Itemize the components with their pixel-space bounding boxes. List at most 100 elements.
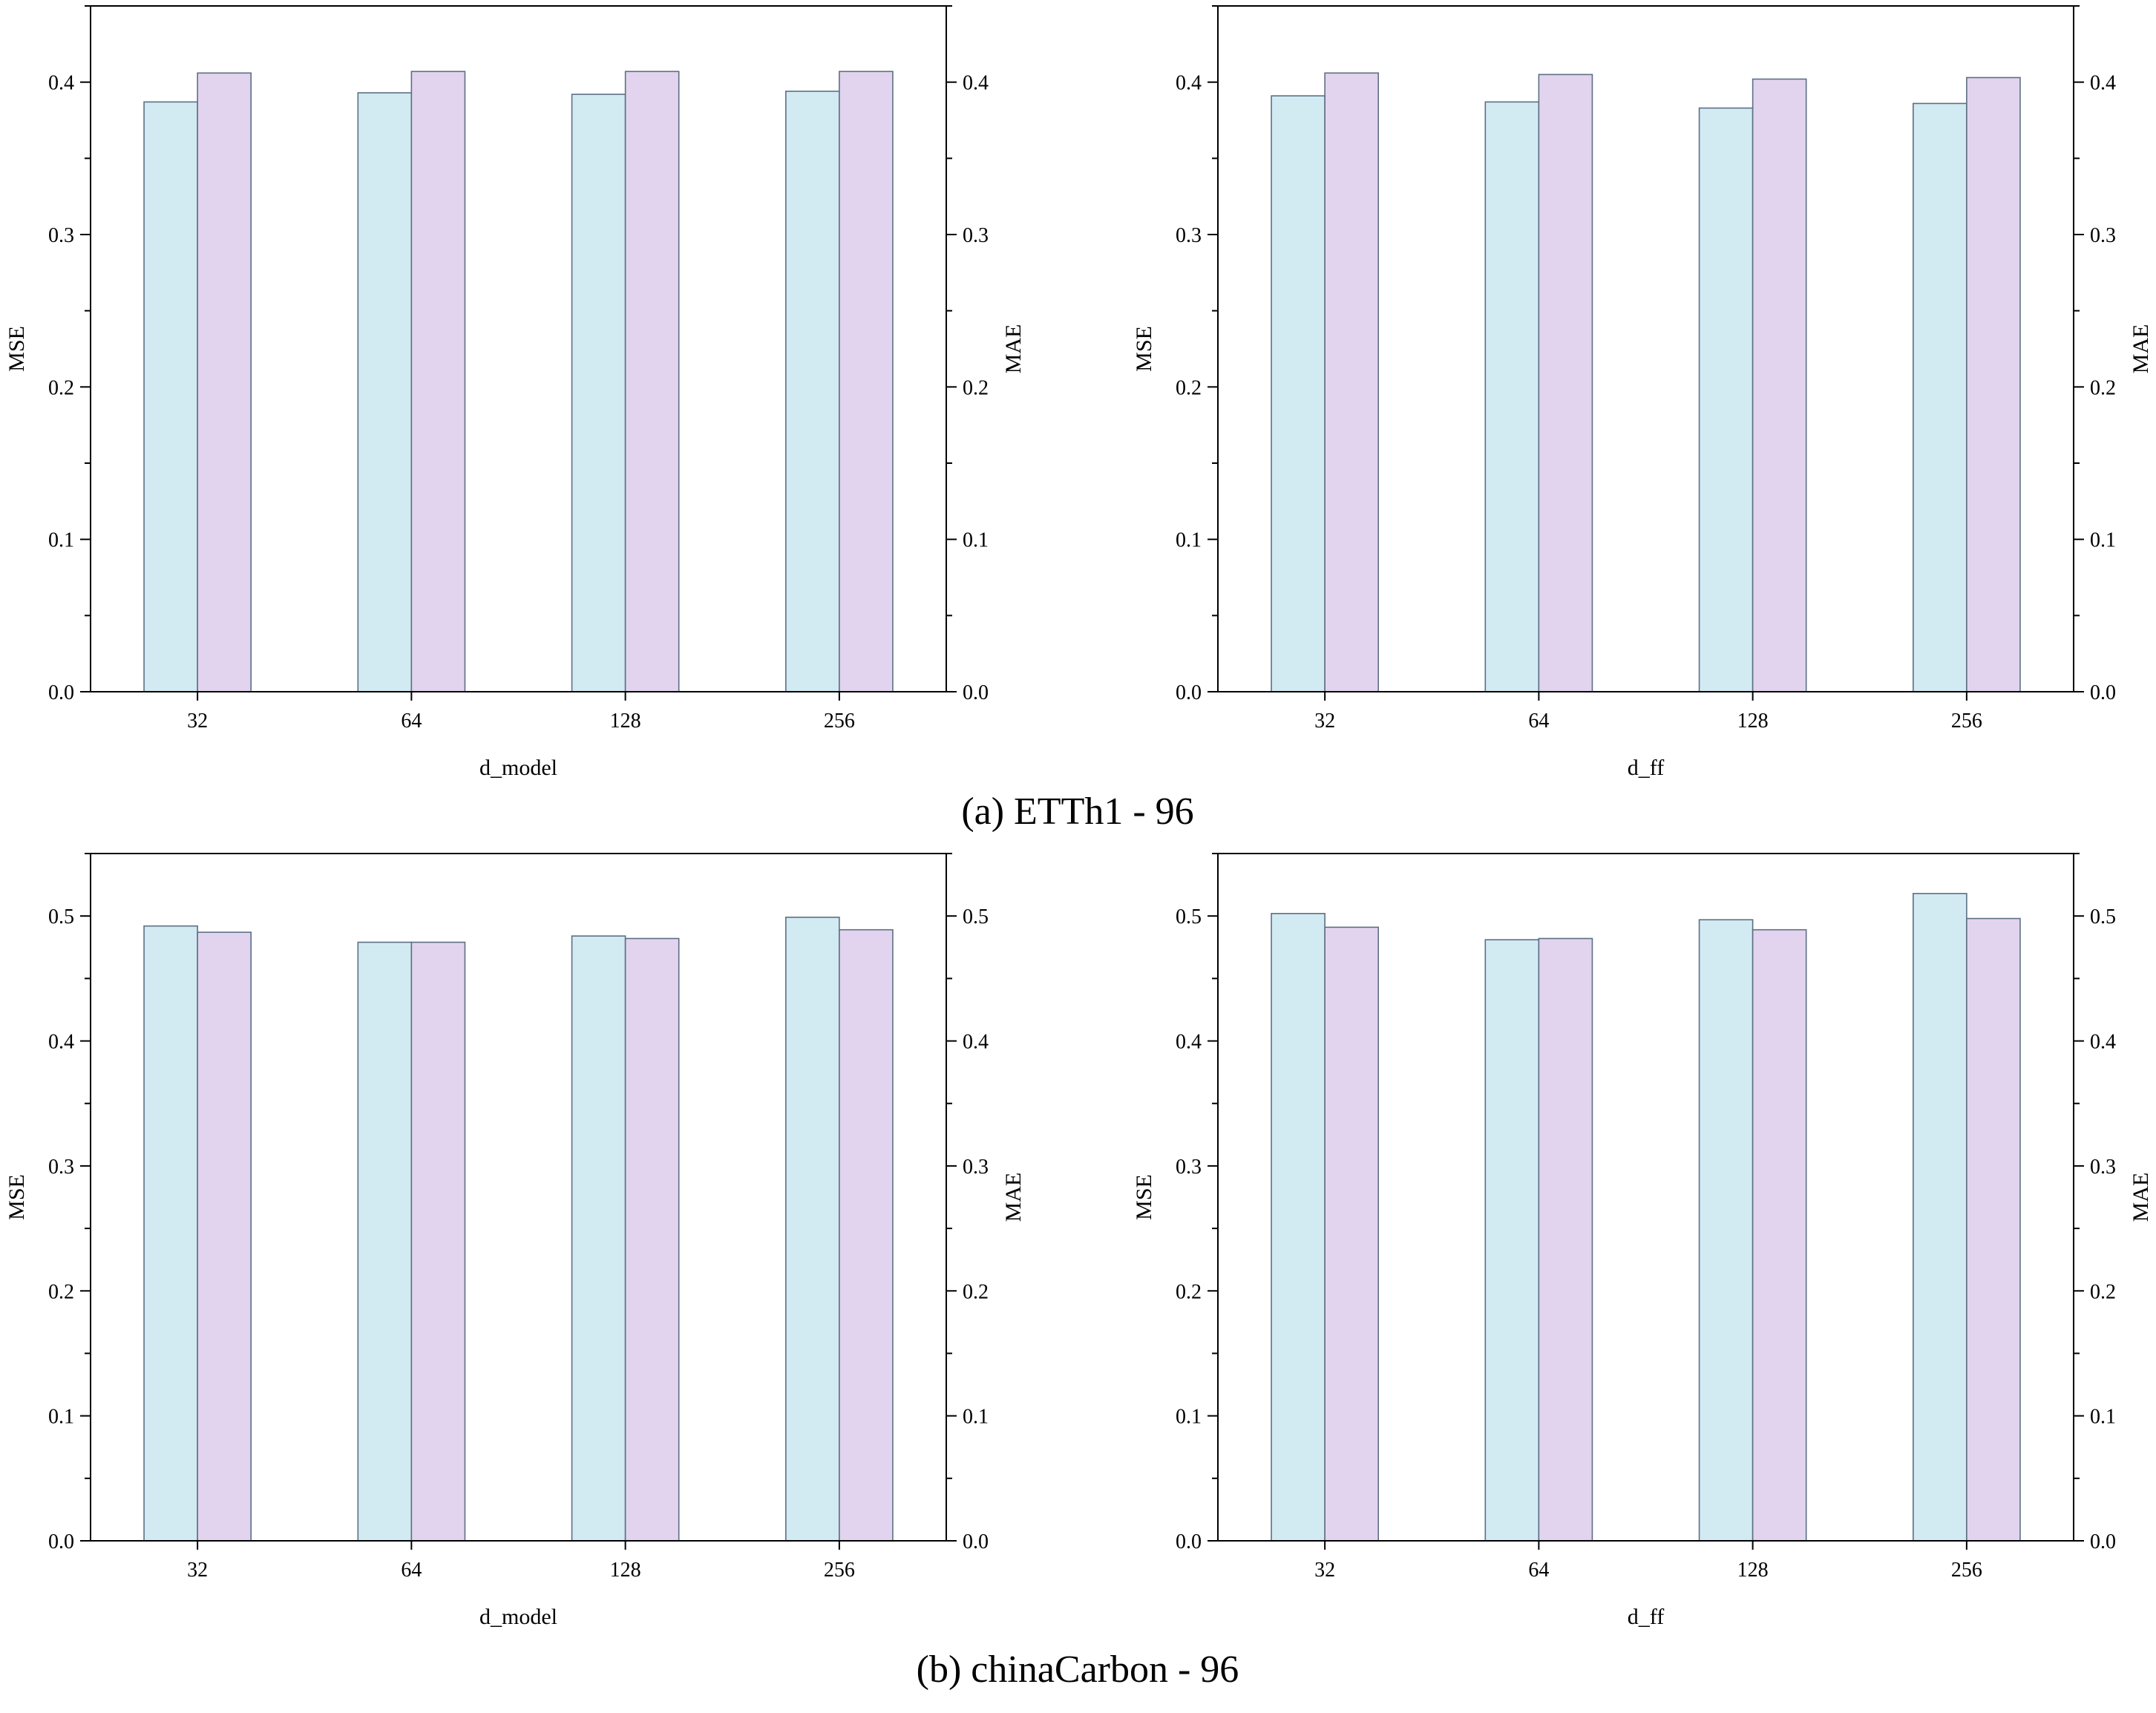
y-tick-label-left-0.3: 0.3 xyxy=(48,1156,74,1179)
y-axis-label-left: MSE xyxy=(1132,326,1156,372)
x-tick-label-64: 64 xyxy=(1528,710,1549,733)
y-tick-label-right-0.2: 0.2 xyxy=(2090,376,2116,399)
x-tick-label-256: 256 xyxy=(1951,1559,1982,1582)
bar-mse-256 xyxy=(1913,893,1967,1542)
y-tick-label-left-0.1: 0.1 xyxy=(48,529,74,552)
y-tick-label-right-0.3: 0.3 xyxy=(2090,224,2116,247)
x-tick-label-32: 32 xyxy=(187,1559,208,1582)
bar-mse-128 xyxy=(571,94,626,692)
bar-mse-64 xyxy=(357,941,413,1542)
y-tick-label-left-0.2: 0.2 xyxy=(48,1280,74,1303)
x-tick-label-128: 128 xyxy=(610,1559,641,1582)
x-axis-label: d_ff xyxy=(1628,756,1664,780)
y-tick-label-right-0.4: 0.4 xyxy=(2090,72,2116,95)
y-tick-label-left-0.5: 0.5 xyxy=(48,905,74,928)
bar-mae-256 xyxy=(1966,917,2021,1542)
bar-mse-64 xyxy=(357,92,413,692)
y-tick-label-right-0.4: 0.4 xyxy=(963,1031,989,1054)
y-tick-label-right-0.3: 0.3 xyxy=(963,224,989,247)
y-tick-label-left-0.4: 0.4 xyxy=(1176,72,1202,95)
plot-frame xyxy=(90,5,947,692)
y-tick-label-left-0.3: 0.3 xyxy=(1176,224,1202,247)
chart-panel-2: 32 64 128 256 0.0 0.0 0.1 0.1 0.2 0.2 0.3 0.3 0.4 0.4… xyxy=(1132,5,2153,780)
bar-mae-128 xyxy=(624,71,680,692)
bar-mae-256 xyxy=(839,928,894,1542)
bar-mse-128 xyxy=(1698,919,1754,1542)
bar-mse-256 xyxy=(1913,102,1967,692)
y-tick-label-right-0.0: 0.0 xyxy=(2090,681,2116,704)
y-tick-label-left-0.0: 0.0 xyxy=(48,681,74,704)
y-axis-label-right: MAE xyxy=(2129,1173,2153,1222)
y-axis-label-left: MSE xyxy=(4,1174,29,1220)
y-tick-label-left-0.2: 0.2 xyxy=(1176,376,1202,399)
bar-mae-32 xyxy=(197,72,252,692)
y-axis-label-left: MSE xyxy=(4,326,29,372)
y-tick-label-left-0.3: 0.3 xyxy=(1176,1156,1202,1179)
bar-mse-256 xyxy=(785,917,840,1542)
bar-mse-32 xyxy=(143,101,198,692)
bar-mae-128 xyxy=(1752,78,1807,692)
x-tick-label-64: 64 xyxy=(401,1559,422,1582)
bar-mse-64 xyxy=(1484,101,1540,692)
plot-frame xyxy=(1217,5,2074,692)
y-tick-label-right-0.2: 0.2 xyxy=(963,376,989,399)
x-axis-label: d_model xyxy=(479,756,557,780)
bar-mae-64 xyxy=(410,71,466,692)
charts-layer: 32 64 128 256 0.0 0.0 0.1 0.1 0.2 0.2 0.3 0.3 0.4 0.4… xyxy=(4,5,2153,1629)
y-axis-label-right: MAE xyxy=(1001,324,1026,374)
bar-mse-256 xyxy=(785,91,840,692)
x-tick-label-256: 256 xyxy=(1951,710,1982,733)
x-tick-label-64: 64 xyxy=(1528,1559,1549,1582)
y-tick-label-right-0.1: 0.1 xyxy=(963,1406,989,1429)
y-tick-label-left-0.4: 0.4 xyxy=(48,72,74,95)
x-tick-label-32: 32 xyxy=(187,710,208,733)
plot-frame xyxy=(1217,853,2074,1542)
bar-mae-64 xyxy=(1538,73,1593,692)
x-tick-label-64: 64 xyxy=(401,710,422,733)
x-tick-label-128: 128 xyxy=(610,710,641,733)
y-tick-label-left-0.0: 0.0 xyxy=(1176,681,1202,704)
y-tick-label-left-0.5: 0.5 xyxy=(1176,905,1202,928)
y-axis-label-right: MAE xyxy=(1001,1173,1026,1222)
chart-panel-3: 32 64 128 256 0.0 0.0 0.1 0.1 0.2 0.2 0.3 0.3 0.4 0.4… xyxy=(4,853,1026,1629)
x-tick-label-128: 128 xyxy=(1737,710,1769,733)
x-axis-label: d_ff xyxy=(1628,1605,1664,1629)
bar-mae-256 xyxy=(839,71,894,692)
y-tick-label-right-0.5: 0.5 xyxy=(963,905,989,928)
y-axis-label-right: MAE xyxy=(2129,324,2153,374)
y-tick-label-right-0.0: 0.0 xyxy=(963,1530,989,1553)
y-tick-label-left-0.2: 0.2 xyxy=(48,376,74,399)
y-tick-label-right-0.3: 0.3 xyxy=(2090,1156,2116,1179)
y-tick-label-right-0.1: 0.1 xyxy=(2090,529,2116,552)
bar-mse-32 xyxy=(1271,95,1326,692)
bar-mse-128 xyxy=(1698,107,1754,692)
chart-panel-1: 32 64 128 256 0.0 0.0 0.1 0.1 0.2 0.2 0.3 0.3 0.4 0.4… xyxy=(4,5,1026,780)
y-tick-label-left-0.4: 0.4 xyxy=(48,1031,74,1054)
y-tick-label-right-0.1: 0.1 xyxy=(963,529,989,552)
y-tick-label-right-0.2: 0.2 xyxy=(963,1280,989,1303)
y-tick-label-left-0.3: 0.3 xyxy=(48,224,74,247)
y-tick-label-left-0.0: 0.0 xyxy=(48,1530,74,1553)
plot-frame xyxy=(90,853,947,1542)
y-tick-label-left-0.0: 0.0 xyxy=(1176,1530,1202,1553)
y-tick-label-right-0.4: 0.4 xyxy=(2090,1031,2116,1054)
y-tick-label-left-0.1: 0.1 xyxy=(1176,529,1202,552)
x-axis-label: d_model xyxy=(479,1605,557,1629)
y-tick-label-right-0.0: 0.0 xyxy=(963,681,989,704)
bar-mse-128 xyxy=(571,935,626,1542)
x-tick-label-32: 32 xyxy=(1314,1559,1335,1582)
bar-mse-32 xyxy=(1271,913,1326,1542)
bar-mae-128 xyxy=(1752,928,1807,1542)
y-tick-label-right-0.2: 0.2 xyxy=(2090,1280,2116,1303)
y-axis-label-left: MSE xyxy=(1132,1174,1156,1220)
bar-mae-64 xyxy=(1538,937,1593,1542)
y-tick-label-left-0.2: 0.2 xyxy=(1176,1280,1202,1303)
x-tick-label-32: 32 xyxy=(1314,710,1335,733)
x-tick-label-256: 256 xyxy=(824,1559,855,1582)
y-tick-label-right-0.4: 0.4 xyxy=(963,72,989,95)
y-tick-label-left-0.1: 0.1 xyxy=(48,1406,74,1429)
x-tick-label-256: 256 xyxy=(824,710,855,733)
caption-b: (b) chinaCarbon - 96 xyxy=(917,1648,1239,1691)
bar-mae-128 xyxy=(624,937,680,1542)
